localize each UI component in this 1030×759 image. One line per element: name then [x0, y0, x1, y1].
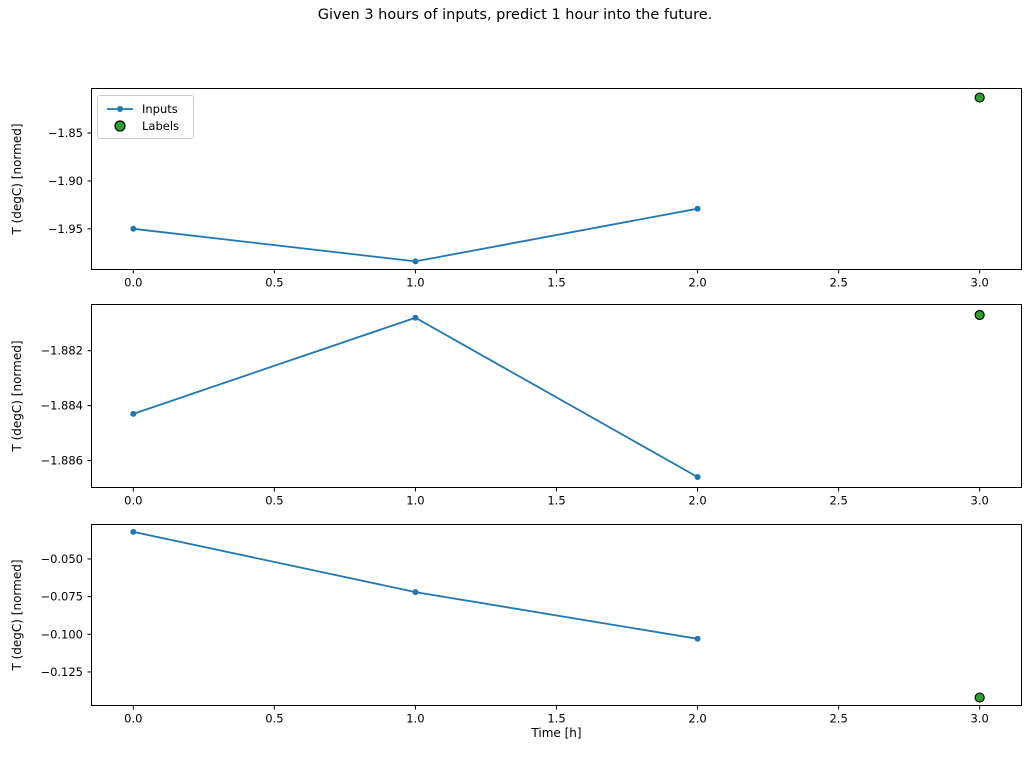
- filled-circle-icon: [114, 119, 126, 132]
- figure-title: Given 3 hours of inputs, predict 1 hour …: [317, 7, 713, 23]
- x-tick-label: 0.0: [124, 712, 142, 726]
- x-tick-label: 2.5: [829, 494, 847, 508]
- inputs-marker: [130, 528, 137, 535]
- legend: Inputs Labels: [97, 95, 194, 139]
- y-axis-label-middle: T (degC) [normed]: [10, 340, 24, 452]
- x-tick-label: 1.5: [547, 712, 565, 726]
- subplot-bottom-plot: 0.0 0.5 1.0 1.5 2.0 2.5 3.0 −0.050 −0.075 −0.100 −…: [40, 524, 1022, 726]
- axes-frame: [91, 88, 1022, 270]
- y-tick-label: −1.886: [40, 454, 83, 468]
- axes-frame: [91, 304, 1022, 488]
- y-tick-label: −0.075: [40, 590, 83, 604]
- subplot-middle-plot: 0.0 0.5 1.0 1.5 2.0 2.5 3.0 −1.882 −1.884 −1.886: [40, 304, 1022, 508]
- x-tick-label: 3.0: [971, 712, 989, 726]
- x-tick-label: 3.0: [971, 494, 989, 508]
- y-tick-label: −0.100: [40, 627, 83, 641]
- legend-item-inputs: Inputs: [105, 100, 185, 117]
- legend-label-labels: Labels: [142, 118, 180, 133]
- inputs-line: [133, 207, 698, 263]
- x-tick-label: 1.0: [406, 494, 424, 508]
- labels-marker: [974, 309, 985, 321]
- legend-item-labels: Labels: [105, 117, 185, 134]
- y-axis-label-bottom: T (degC) [normed]: [10, 559, 24, 671]
- y-tick-label: −1.884: [40, 399, 83, 413]
- labels-marker: [974, 692, 985, 703]
- x-axis-label: Time [h]: [531, 726, 582, 740]
- y-tick-label: −1.95: [48, 222, 83, 236]
- y-tick-label: −0.125: [40, 665, 83, 679]
- inputs-marker: [694, 635, 701, 642]
- x-tick-label: 0.0: [124, 494, 142, 508]
- y-tick-label: −0.050: [40, 552, 83, 566]
- inputs-line: [133, 316, 699, 478]
- x-tick-label: 0.5: [265, 494, 283, 508]
- y-tick-label: −1.882: [40, 344, 83, 358]
- x-tick-label: 0.5: [265, 276, 283, 290]
- inputs-marker: [412, 314, 419, 321]
- inputs-marker: [130, 225, 137, 232]
- y-tick-label: −1.90: [48, 174, 83, 188]
- x-tick-label: 2.0: [688, 276, 706, 290]
- line-with-dot-icon: [107, 105, 133, 112]
- subplot-top-plot: 0.0 0.5 1.0 1.5 2.0 2.5 3.0 −1.85 −1.90 −1.95: [48, 88, 1022, 290]
- labels-marker: [974, 92, 985, 103]
- inputs-marker: [694, 205, 701, 212]
- x-tick-label: 0.0: [124, 276, 142, 290]
- inputs-marker: [412, 258, 419, 265]
- inputs-line: [133, 530, 698, 640]
- x-tick-label: 2.0: [688, 712, 706, 726]
- inputs-marker: [694, 474, 701, 481]
- legend-label-inputs: Inputs: [142, 101, 178, 116]
- x-tick-label: 2.5: [829, 712, 847, 726]
- x-tick-label: 2.0: [688, 494, 706, 508]
- y-tick-label: −1.85: [48, 126, 83, 140]
- axes-frame: [91, 524, 1022, 706]
- x-tick-label: 1.5: [547, 494, 565, 508]
- x-tick-label: 0.5: [265, 712, 283, 726]
- x-tick-label: 3.0: [971, 276, 989, 290]
- y-axis-label-top: T (degC) [normed]: [10, 123, 24, 235]
- inputs-marker: [130, 410, 137, 417]
- x-tick-label: 1.0: [406, 276, 424, 290]
- x-tick-label: 1.0: [406, 712, 424, 726]
- inputs-marker: [412, 589, 419, 596]
- x-tick-label: 2.5: [829, 276, 847, 290]
- x-tick-label: 1.5: [547, 276, 565, 290]
